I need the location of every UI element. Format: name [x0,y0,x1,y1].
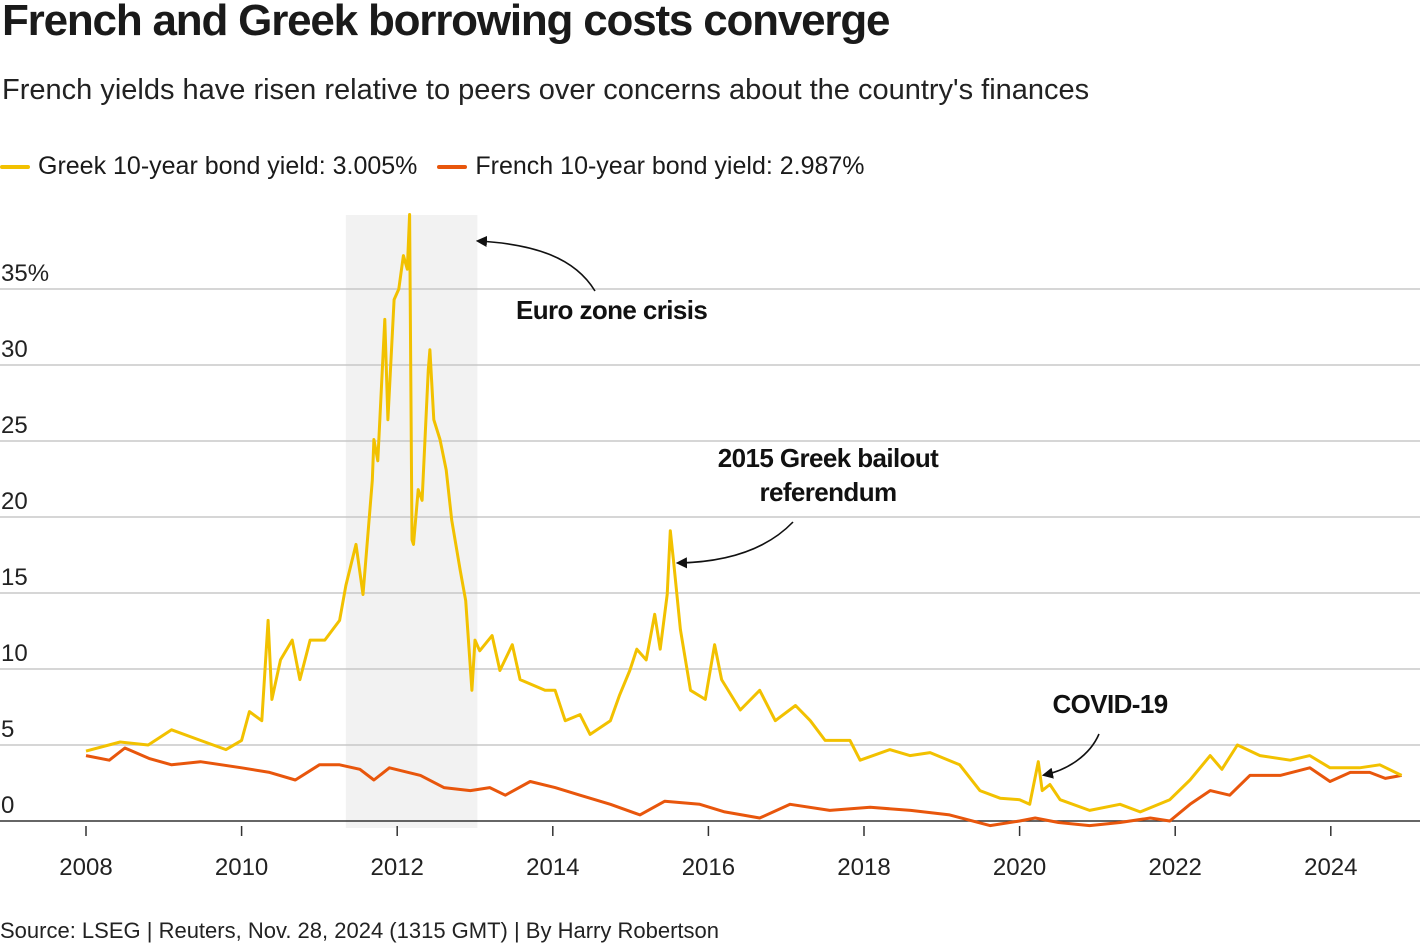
legend-item-french: French 10-year bond yield: 2.987% [437,152,865,181]
legend-label-greek: Greek 10-year bond yield: 3.005% [38,152,418,180]
legend-label-french: French 10-year bond yield: 2.987% [475,152,865,180]
annotation-covid: COVID-19 [1052,689,1167,719]
legend-swatch-greek [0,164,30,169]
legend-swatch-french [437,164,468,169]
x-tick-label: 2010 [215,854,268,881]
annotation-arrow-euro-zone [475,235,596,292]
chart-subtitle: French yields have risen relative to pee… [2,74,1090,106]
y-tick-label: 0 [1,792,14,819]
x-tick-label: 2022 [1149,854,1202,881]
y-tick-label: 30 [1,336,28,363]
series-line-greek [85,213,1403,814]
series-line-french [85,746,1402,828]
y-tick-label: 20 [1,488,28,515]
annotation-arrow-covid [1041,733,1100,779]
source-note: Source: LSEG | Reuters, Nov. 28, 2024 (1… [0,918,719,943]
annotation-euro-zone-crisis: Euro zone crisis [516,295,707,325]
y-tick-label: 10 [1,640,28,667]
x-tick-label: 2018 [837,854,890,881]
x-tick-label: 2012 [371,854,424,881]
annotation-greek-bailout-line2: referendum [759,477,896,507]
x-tick-label: 2024 [1304,854,1357,881]
y-tick-label: 25 [1,412,28,439]
y-tick-label: 15 [1,564,28,591]
x-tick-label: 2020 [993,854,1046,881]
x-tick-label: 2016 [682,854,735,881]
x-tick-label: 2008 [59,854,112,881]
y-tick-label: 35% [1,260,49,287]
annotation-greek-bailout-line1: 2015 Greek bailout [718,443,939,473]
x-tick-label: 2014 [526,854,579,881]
y-tick-label: 5 [1,716,14,743]
legend-item-greek: Greek 10-year bond yield: 3.005% [0,152,417,181]
legend: Greek 10-year bond yield: 3.005% French … [0,152,865,181]
annotation-arrow-greek-bailout [675,521,794,569]
chart-title: French and Greek borrowing costs converg… [2,0,890,45]
